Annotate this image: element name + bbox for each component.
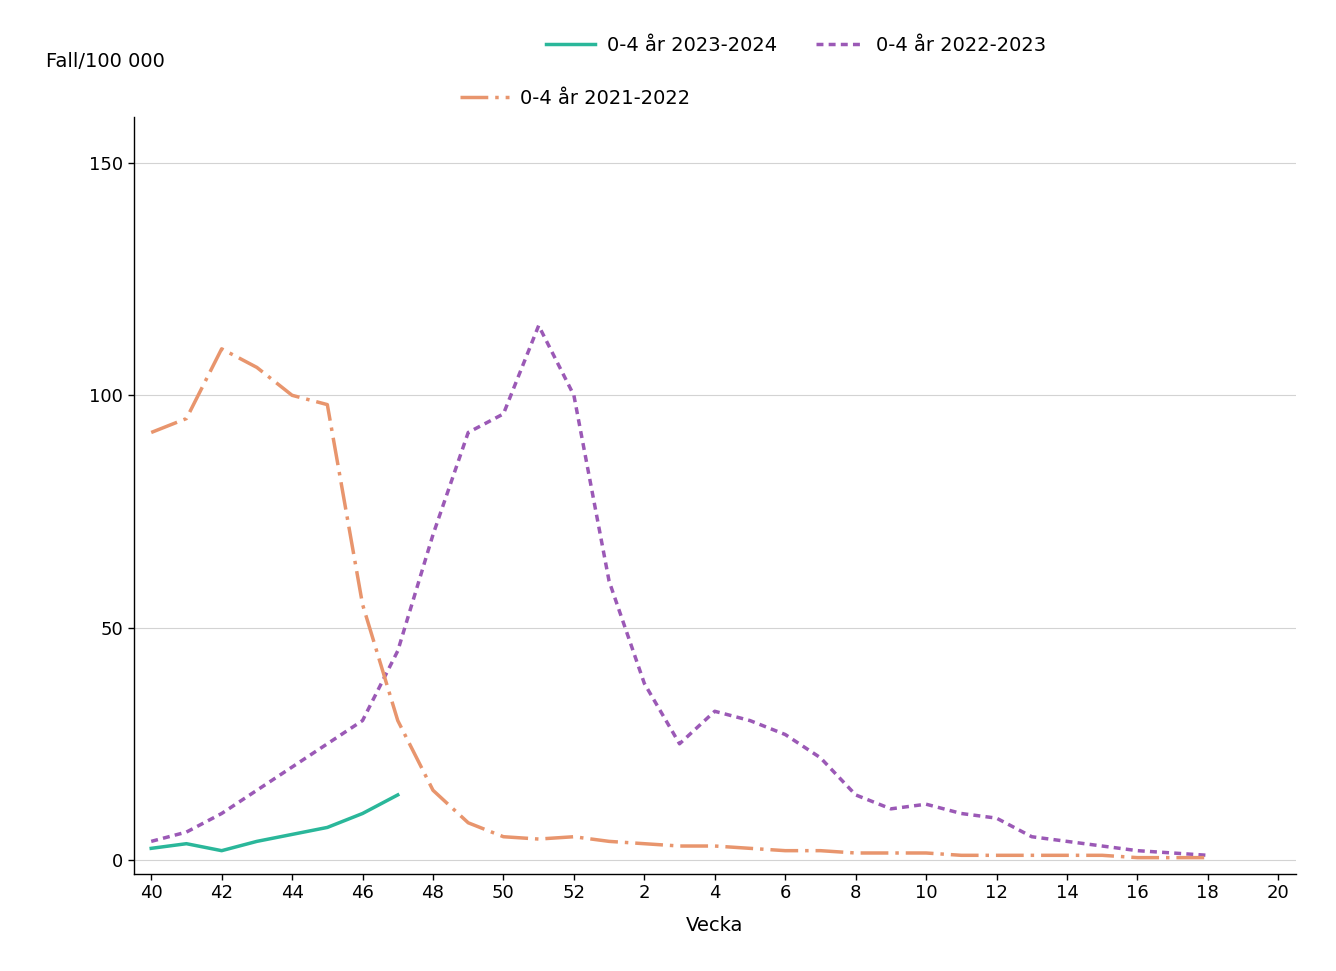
0-4 år 2021-2022	[285, 389, 301, 401]
Legend: 0-4 år 2021-2022: 0-4 år 2021-2022	[453, 81, 699, 116]
0-4 år 2022-2023	[354, 715, 370, 726]
0-4 år 2021-2022	[741, 843, 758, 854]
0-4 år 2021-2022	[672, 840, 688, 852]
0-4 år 2021-2022	[778, 845, 794, 856]
0-4 år 2021-2022	[179, 413, 195, 424]
0-4 år 2021-2022	[707, 840, 723, 852]
0-4 år 2022-2023	[179, 826, 195, 838]
Line: 0-4 år 2021-2022: 0-4 år 2021-2022	[151, 349, 1208, 857]
0-4 år 2022-2023	[918, 798, 934, 810]
0-4 år 2021-2022	[812, 845, 828, 856]
0-4 år 2022-2023	[143, 836, 159, 848]
0-4 år 2022-2023	[460, 426, 476, 438]
0-4 år 2022-2023	[847, 789, 863, 801]
0-4 år 2022-2023	[601, 576, 617, 587]
0-4 år 2022-2023	[812, 752, 828, 763]
0-4 år 2021-2022	[1023, 850, 1039, 861]
0-4 år 2022-2023	[1165, 847, 1181, 858]
0-4 år 2023-2024	[319, 821, 335, 833]
0-4 år 2022-2023	[707, 706, 723, 718]
0-4 år 2022-2023	[566, 389, 582, 401]
0-4 år 2021-2022	[530, 833, 546, 845]
0-4 år 2022-2023	[1094, 840, 1110, 852]
0-4 år 2022-2023	[1129, 845, 1145, 856]
0-4 år 2021-2022	[1059, 850, 1075, 861]
0-4 år 2021-2022	[390, 715, 406, 726]
0-4 år 2021-2022	[918, 847, 934, 858]
0-4 år 2021-2022	[601, 836, 617, 848]
0-4 år 2022-2023	[989, 813, 1005, 824]
0-4 år 2021-2022	[636, 838, 652, 850]
0-4 år 2021-2022	[214, 343, 230, 354]
0-4 år 2021-2022	[496, 831, 512, 843]
0-4 år 2021-2022	[1165, 852, 1181, 863]
Line: 0-4 år 2022-2023: 0-4 år 2022-2023	[151, 325, 1208, 855]
0-4 år 2021-2022	[1129, 852, 1145, 863]
0-4 år 2022-2023	[1059, 836, 1075, 848]
0-4 år 2022-2023	[248, 785, 265, 796]
0-4 år 2022-2023	[636, 678, 652, 689]
0-4 år 2021-2022	[425, 785, 441, 796]
Text: Fall/100 000: Fall/100 000	[47, 52, 166, 71]
0-4 år 2022-2023	[1023, 831, 1039, 843]
0-4 år 2021-2022	[566, 831, 582, 843]
0-4 år 2022-2023	[778, 728, 794, 740]
0-4 år 2021-2022	[319, 399, 335, 411]
0-4 år 2022-2023	[741, 715, 758, 726]
0-4 år 2022-2023	[319, 738, 335, 750]
0-4 år 2022-2023	[1200, 850, 1216, 861]
0-4 år 2022-2023	[672, 738, 688, 750]
0-4 år 2021-2022	[143, 426, 159, 438]
0-4 år 2023-2024	[285, 828, 301, 840]
0-4 år 2021-2022	[989, 850, 1005, 861]
0-4 år 2022-2023	[530, 319, 546, 331]
0-4 år 2022-2023	[214, 808, 230, 820]
0-4 år 2021-2022	[460, 817, 476, 828]
Line: 0-4 år 2023-2024: 0-4 år 2023-2024	[151, 795, 398, 851]
0-4 år 2023-2024	[248, 836, 265, 848]
0-4 år 2021-2022	[1094, 850, 1110, 861]
0-4 år 2023-2024	[390, 789, 406, 801]
0-4 år 2021-2022	[847, 847, 863, 858]
0-4 år 2022-2023	[954, 808, 970, 820]
X-axis label: Vecka: Vecka	[687, 917, 743, 935]
0-4 år 2021-2022	[954, 850, 970, 861]
0-4 år 2021-2022	[354, 598, 370, 610]
0-4 år 2022-2023	[390, 645, 406, 656]
0-4 år 2021-2022	[248, 361, 265, 373]
0-4 år 2023-2024	[143, 843, 159, 854]
0-4 år 2023-2024	[214, 845, 230, 856]
0-4 år 2021-2022	[1200, 852, 1216, 863]
0-4 år 2021-2022	[883, 847, 899, 858]
0-4 år 2022-2023	[496, 408, 512, 419]
0-4 år 2022-2023	[883, 803, 899, 815]
0-4 år 2023-2024	[354, 808, 370, 820]
0-4 år 2022-2023	[285, 761, 301, 773]
0-4 år 2022-2023	[425, 529, 441, 541]
0-4 år 2023-2024	[179, 838, 195, 850]
